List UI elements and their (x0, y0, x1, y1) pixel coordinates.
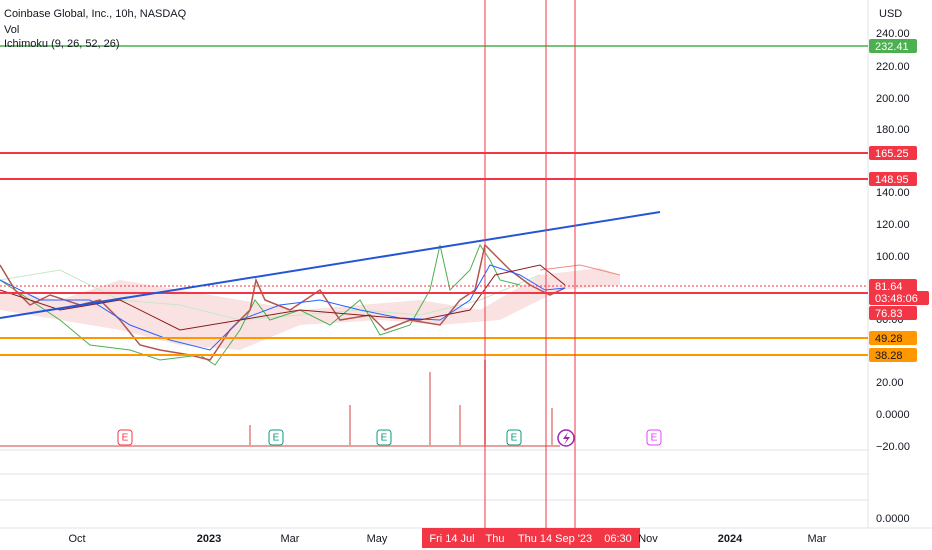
price-tick: −20.00 (876, 441, 910, 453)
earnings-label: E (381, 433, 388, 444)
earnings-label: E (273, 433, 280, 444)
earnings-marker[interactable] (268, 429, 284, 446)
lightning-icon (563, 432, 570, 445)
price-tick: 0.0000 (876, 513, 910, 525)
span-b (539, 264, 621, 276)
price-tag-box (869, 172, 917, 186)
price-tick: 200.00 (876, 93, 910, 105)
price-tick: 220.00 (876, 61, 910, 73)
price-tick: 0.0000 (876, 409, 910, 421)
time-tick: 2024 (718, 533, 743, 545)
price-tag: 232.41 (875, 41, 909, 53)
price-tag: 81.64 (875, 281, 903, 293)
crosshair-label: Thu (486, 533, 505, 545)
price-tag-box (869, 331, 917, 345)
price-tag-box (869, 348, 917, 362)
lagging-span (0, 243, 521, 366)
earnings-label: E (122, 433, 129, 444)
earnings-marker[interactable] (506, 429, 522, 446)
time-tick: Mar (281, 533, 300, 545)
price-tag: 76.83 (875, 308, 903, 320)
ichimoku-cloud (0, 268, 620, 350)
earnings-marker[interactable] (646, 429, 662, 446)
time-tick: 2023 (197, 533, 221, 545)
price-tag: 38.28 (875, 350, 903, 362)
earnings-marker[interactable] (376, 429, 392, 446)
price (0, 243, 566, 361)
time-tick: May (367, 533, 388, 545)
price-tag-box (869, 291, 929, 305)
price-tick: 20.00 (876, 377, 904, 389)
symbol-title: Coinbase Global, Inc., 10h, NASDAQ (4, 8, 187, 20)
time-tick: Mar (808, 533, 827, 545)
crosshair-range (422, 528, 640, 548)
currency[interactable]: USD (879, 8, 902, 20)
price-tag-box (869, 39, 917, 53)
price-tag: 03:48:06 (875, 293, 918, 305)
conversion-line (0, 264, 566, 351)
price-tick: 140.00 (876, 187, 910, 199)
indicator-label: Ichimoku (9, 26, 52, 26) (4, 38, 120, 50)
price-tag-box (869, 279, 917, 293)
trend-line (0, 211, 661, 319)
time-tick: Nov (638, 533, 658, 545)
time-axis: Oct 2023 Mar May Nov 2024 Mar Fri 14 Jul Thu Thu … (68, 533, 826, 545)
price-tag: 49.28 (875, 333, 903, 345)
crosshair-label: Thu 14 Sep '23 (518, 533, 592, 545)
time-tick: Oct (68, 533, 85, 545)
crosshair-label: Fri 14 Jul (429, 533, 474, 545)
earnings-label: E (651, 433, 658, 444)
price-tag: 148.95 (875, 174, 909, 186)
base-line (0, 264, 566, 331)
price-tag: 165.25 (875, 148, 909, 160)
price-tag-box (869, 306, 917, 320)
price-tag-box (869, 146, 917, 160)
earnings-label: E (511, 433, 518, 444)
span-a (0, 269, 541, 321)
volume-label: Vol (4, 24, 19, 36)
earnings-marker[interactable] (117, 429, 133, 446)
price-tick: 120.00 (876, 219, 910, 231)
price-tick: 100.00 (876, 251, 910, 263)
price-ticks: 240.00 220.00 200.00 180.00 140.00 120.00 100.… (876, 28, 910, 525)
crosshair-label: 06:30 (604, 533, 632, 545)
price-tick: 240.00 (876, 28, 910, 40)
price-tick: 180.00 (876, 124, 910, 136)
